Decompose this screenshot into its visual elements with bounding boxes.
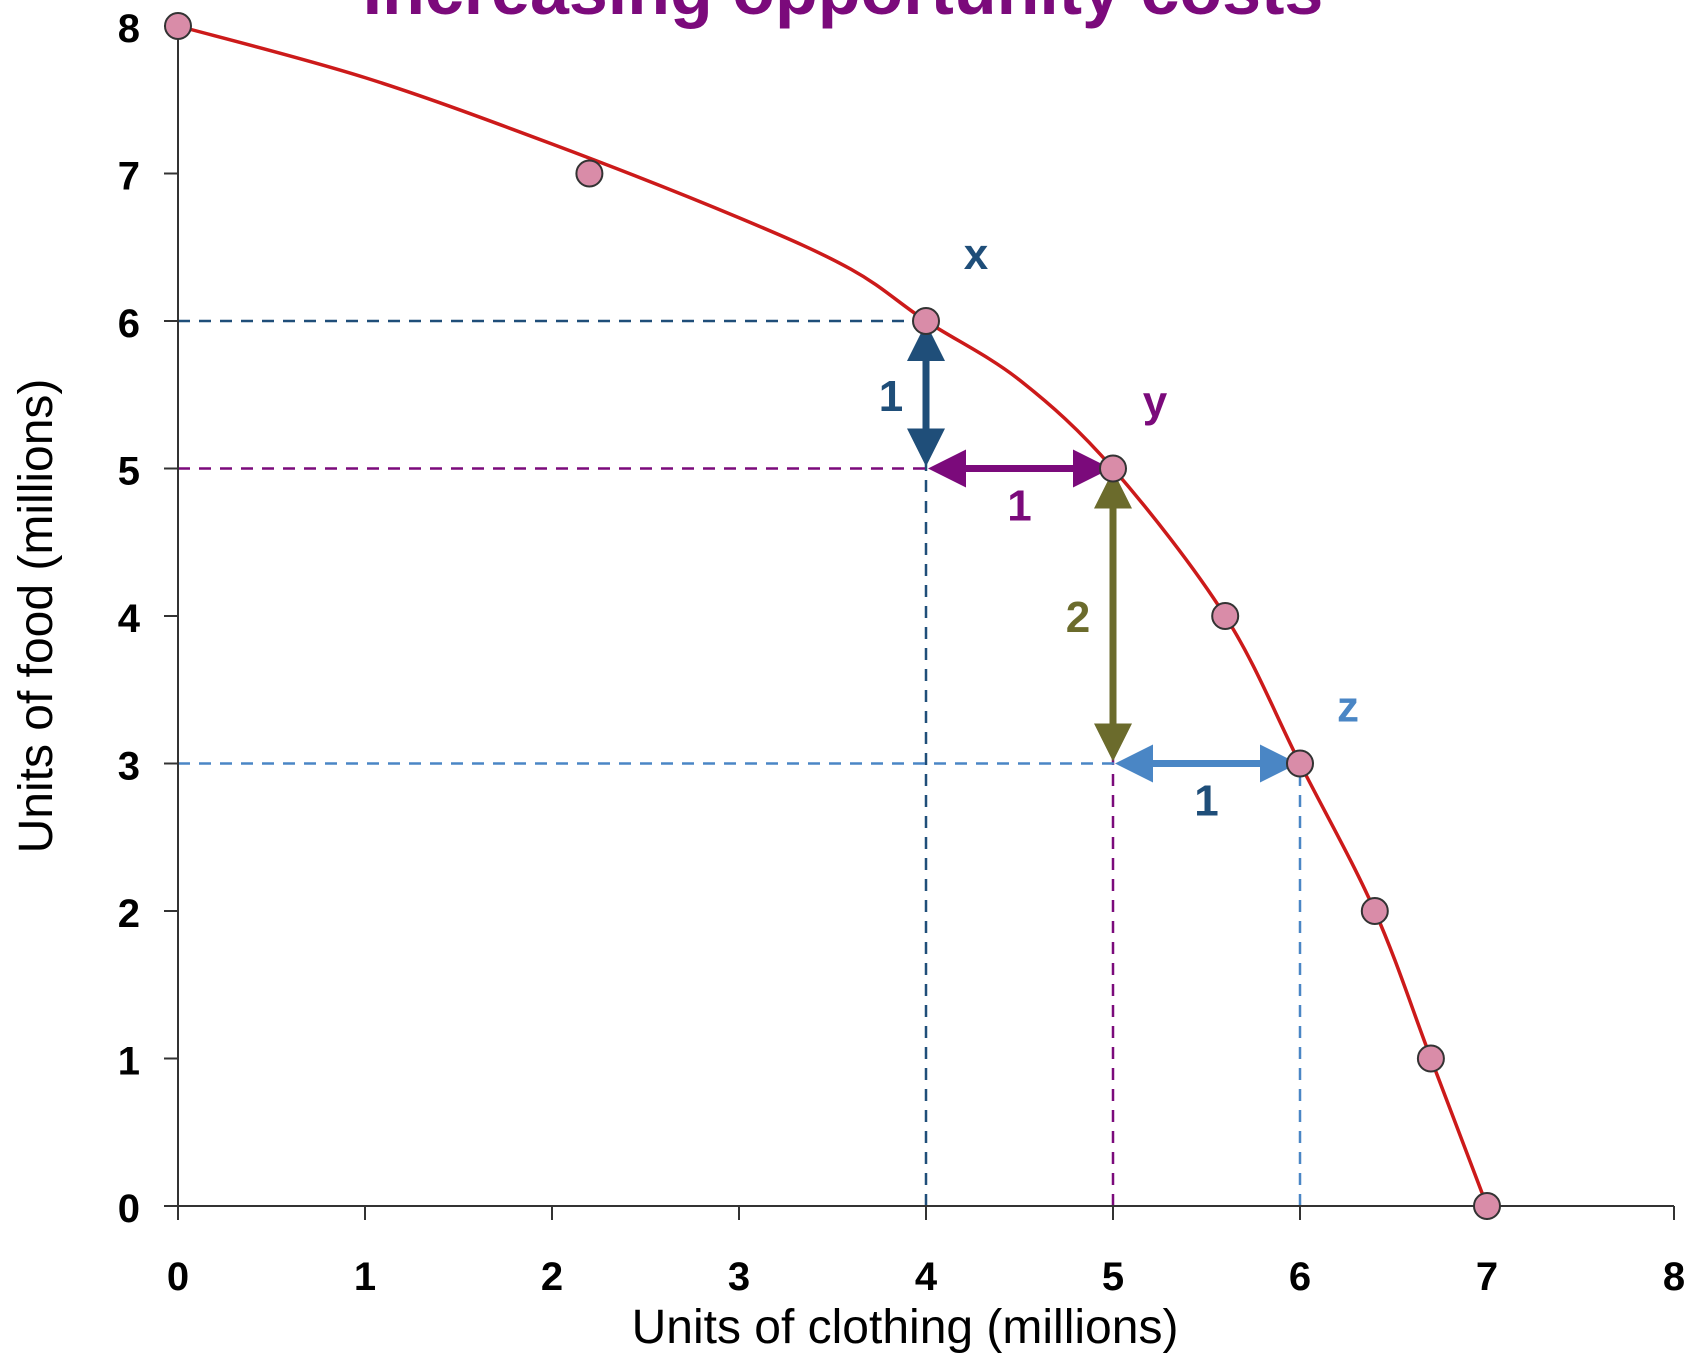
x-tick-label: 2: [541, 1255, 563, 1299]
x-tick-label: 6: [1289, 1255, 1311, 1299]
arrow-head-start: [907, 323, 945, 361]
arrow-label: 1: [879, 372, 903, 421]
chart-title: Increasing opportunity costs: [363, 0, 1324, 29]
y-tick-label: 6: [118, 302, 140, 346]
y-tick-label: 3: [118, 745, 140, 789]
arrow-head-start: [1115, 744, 1153, 783]
point-label: y: [1143, 378, 1168, 427]
point-label: x: [964, 230, 989, 279]
arrow-label: 1: [1007, 482, 1031, 531]
y-tick-label: 7: [118, 155, 140, 199]
y-tick-label: 4: [118, 597, 141, 641]
y-tick-label: 1: [118, 1040, 140, 1084]
x-axis-label: Units of clothing (millions): [632, 1301, 1179, 1353]
arrow-head-end: [907, 428, 945, 467]
data-point: [575, 159, 604, 188]
arrow-head-end: [1073, 449, 1111, 488]
annotation-arrows: 1 1 2 1: [879, 323, 1298, 826]
x-tick-label: 1: [354, 1255, 376, 1299]
arrow-head-start: [1094, 470, 1132, 509]
x-tick-label: 4: [915, 1255, 938, 1299]
data-point: [1286, 749, 1314, 778]
ppf-curve: [177, 24, 1489, 1207]
x-tick-label: 3: [728, 1255, 750, 1299]
y-tick-label: 2: [118, 892, 140, 936]
x-tick-label: 0: [167, 1255, 189, 1299]
annotation-labels: x y z: [964, 230, 1359, 732]
data-point: [1416, 1044, 1445, 1073]
x-tick-label: 5: [1102, 1255, 1124, 1299]
arrow-head-end: [1260, 744, 1298, 783]
y-tick-label: 0: [118, 1187, 140, 1231]
x-tick-label: 7: [1476, 1255, 1498, 1299]
y-tick-label: 5: [118, 450, 140, 494]
y-axis-label: Units of food (millions): [10, 379, 63, 854]
point-label: z: [1337, 683, 1359, 732]
arrow-label: 1: [1194, 777, 1218, 826]
y-tick-label: 8: [118, 7, 140, 51]
x-tick-label: 8: [1663, 1255, 1685, 1299]
arrow-label: 2: [1066, 593, 1090, 642]
ppf-curve-layer: [177, 24, 1489, 1207]
data-points: [164, 12, 1501, 1220]
data-point: [1473, 1192, 1501, 1220]
arrow-head-start: [928, 449, 966, 488]
data-point: [164, 12, 192, 40]
data-point: [1360, 897, 1389, 925]
axes: 0 1 2 3 4 5 6 7 8 0 1 2 3 4 5 6 7 8: [118, 7, 1685, 1299]
data-point: [1099, 454, 1127, 483]
data-point: [912, 307, 940, 335]
arrow-head-end: [1094, 723, 1132, 762]
data-point: [1211, 602, 1240, 630]
